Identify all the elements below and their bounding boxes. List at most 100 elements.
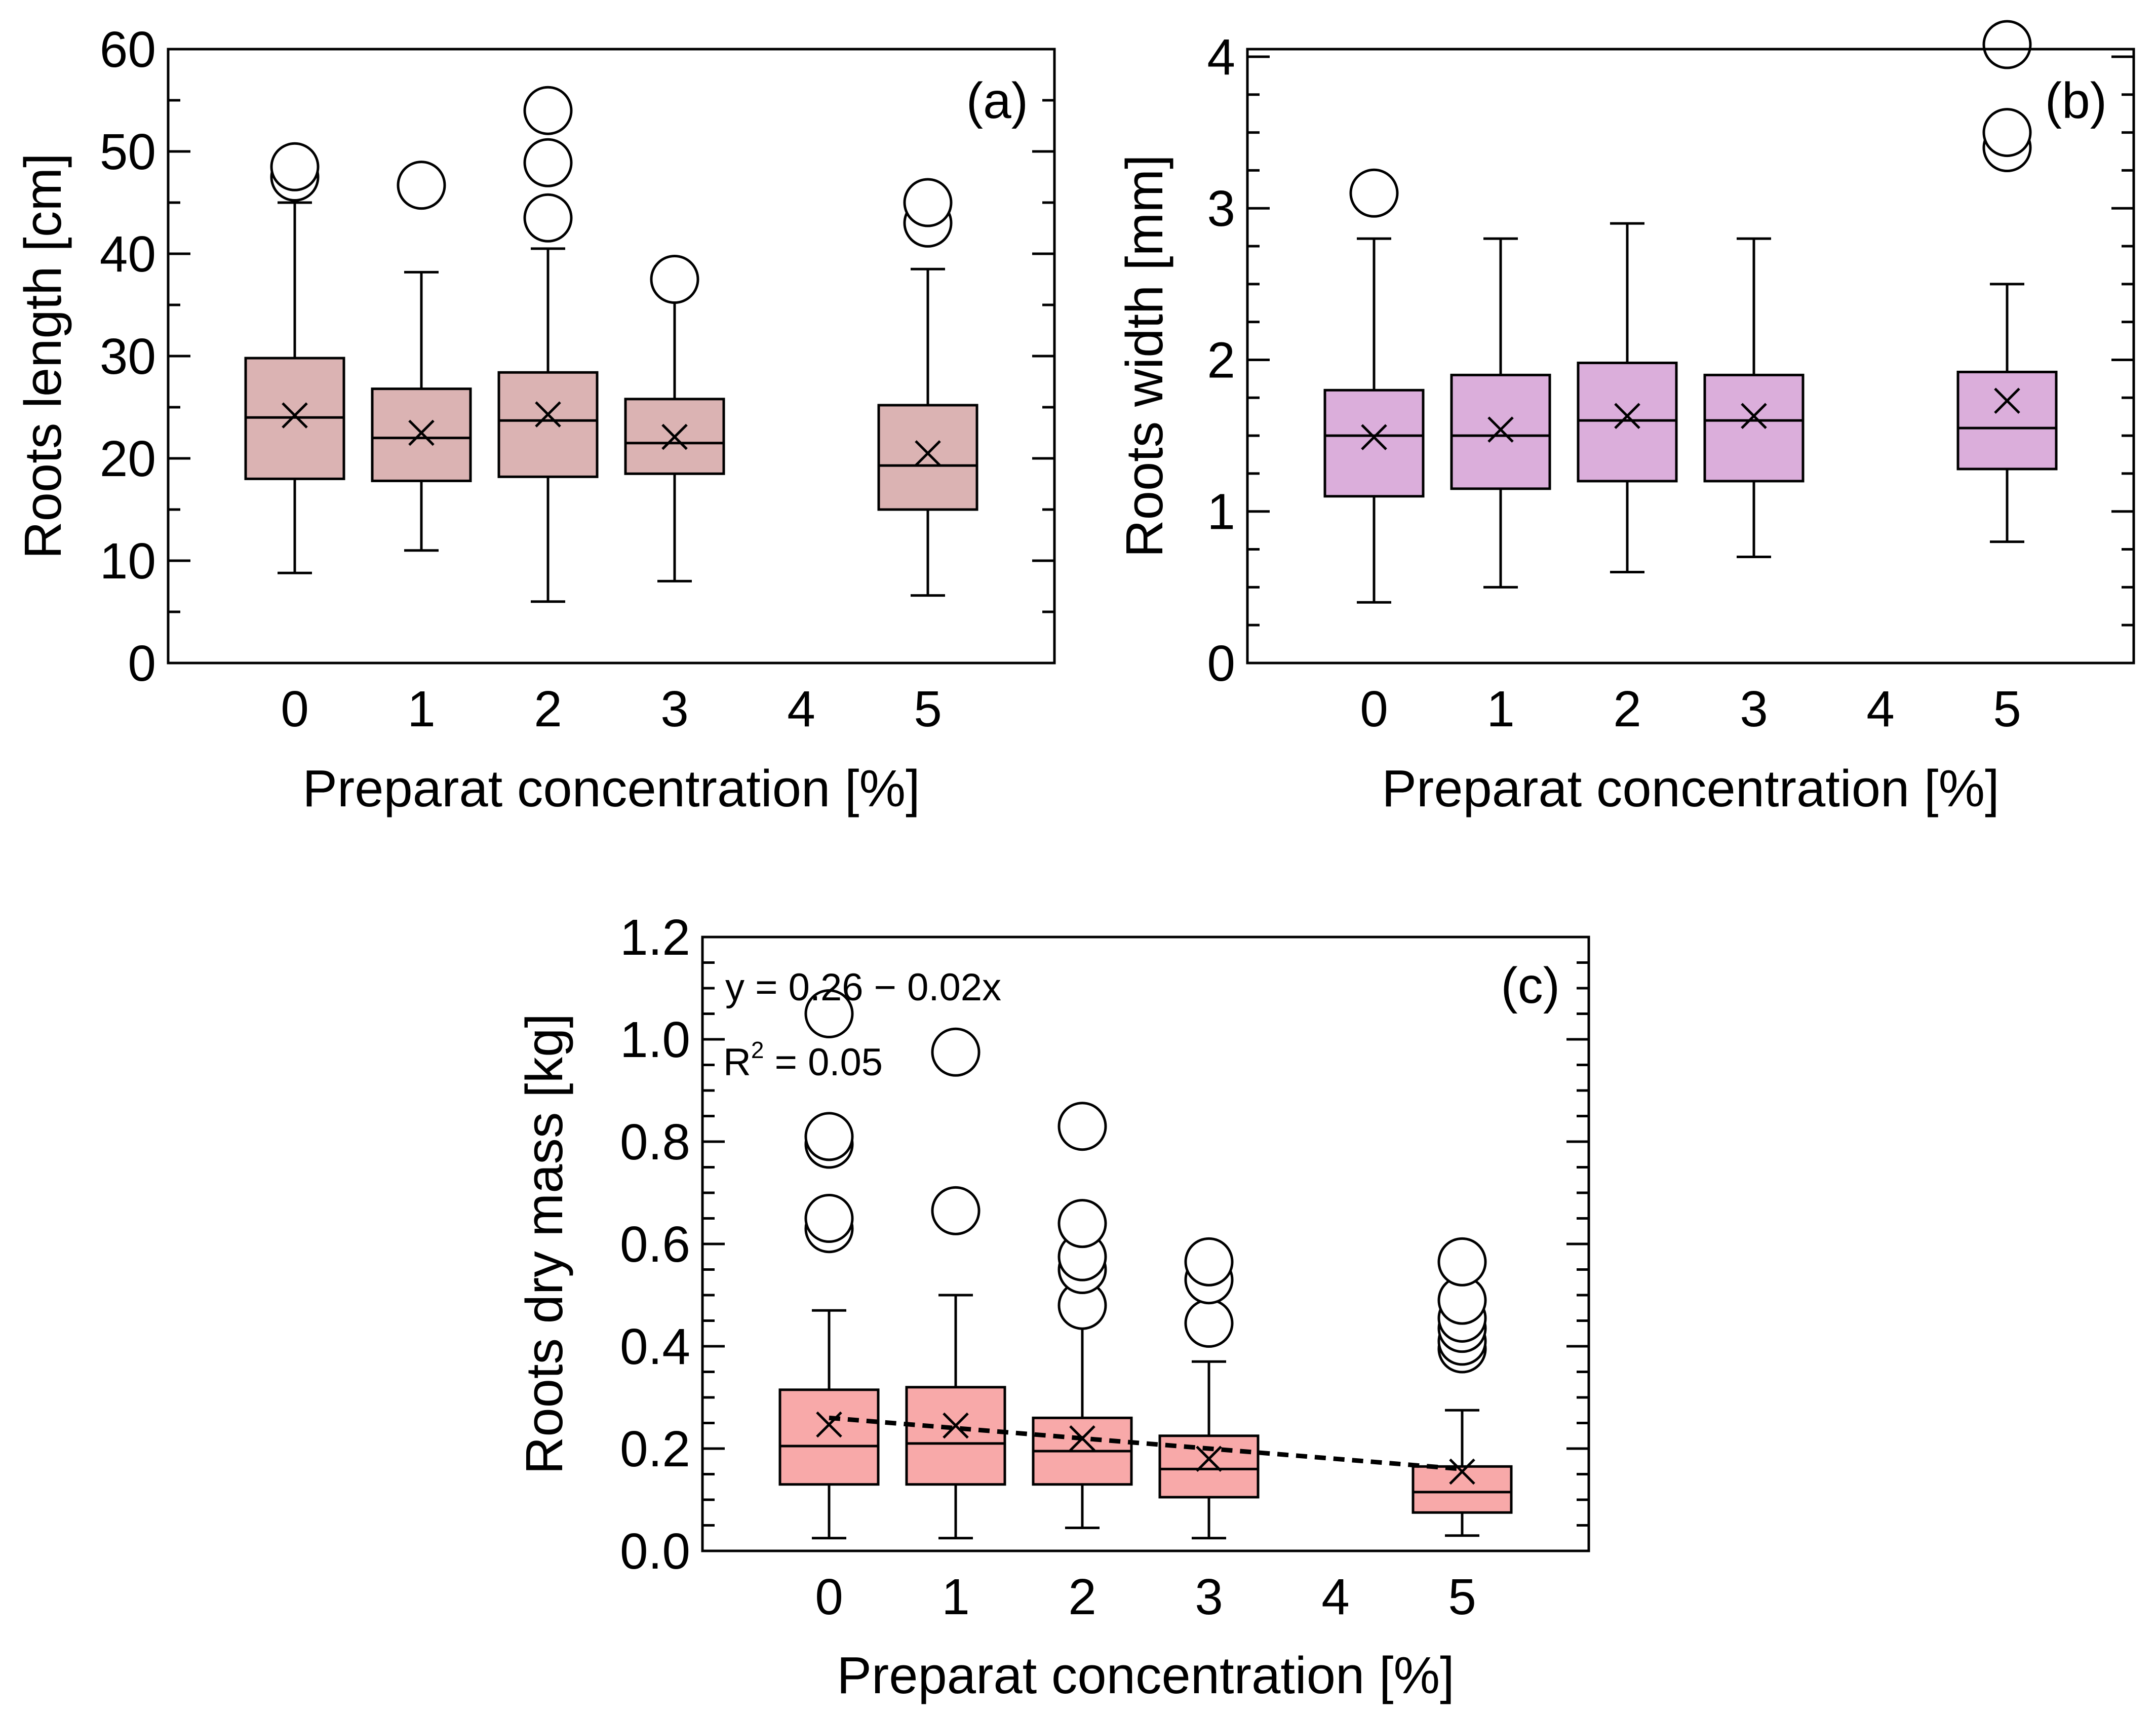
mean-marker-stroke-2	[661, 423, 688, 450]
outlier-point	[523, 86, 573, 135]
outlier-point	[1437, 1237, 1487, 1287]
mean-marker-stroke-2	[408, 419, 435, 446]
iqr-box	[1412, 1465, 1513, 1514]
outlier-point	[650, 255, 699, 304]
mean-marker-stroke-2	[943, 1412, 969, 1439]
box-group-x5	[1412, 1237, 1513, 1537]
box-group-x3	[1158, 1237, 1260, 1540]
panel-c-y-axis-title: Roots dry mass [kg]	[515, 1014, 573, 1474]
panel-c-ticks	[702, 936, 1589, 1552]
x-tick-label: 2	[1613, 681, 1641, 737]
x-tick-label: 0	[1360, 681, 1388, 737]
panel-b-plot-frame	[1246, 48, 2135, 665]
outlier-point	[1349, 168, 1399, 218]
y-tick-label: 50	[100, 124, 156, 180]
x-tick-label: 0	[281, 681, 309, 737]
panel-c-r-squared-exponent: 2	[751, 1037, 764, 1063]
outlier-point	[1057, 1199, 1107, 1249]
mean-marker-stroke-2	[1196, 1446, 1222, 1472]
mean-marker-stroke-2	[282, 402, 308, 428]
outlier-point	[523, 138, 573, 187]
outlier-point	[1982, 20, 2032, 69]
y-tick-label: 0.0	[620, 1523, 690, 1580]
box-group-x0	[244, 142, 345, 574]
y-tick-label: 1	[1207, 484, 1235, 540]
iqr-box	[371, 387, 472, 482]
panel-c-regression-equation: y = 0.26 − 0.02x	[725, 966, 1001, 1009]
x-tick-label: 5	[1448, 1569, 1476, 1625]
panel-b-label: (b)	[2045, 72, 2107, 129]
iqr-box	[1577, 361, 1678, 483]
box-group-x2	[1032, 1102, 1133, 1530]
outlier-point	[397, 161, 446, 210]
iqr-box	[1450, 373, 1551, 490]
y-tick-label: 1.0	[620, 1011, 690, 1068]
x-tick-label: 3	[1740, 681, 1768, 737]
outlier-point	[1057, 1102, 1107, 1151]
box-group-x0	[778, 989, 880, 1540]
y-tick-label: 0	[1207, 635, 1235, 692]
panel-c-r-squared: R2 = 0.05	[723, 1037, 883, 1084]
iqr-box	[905, 1386, 1006, 1486]
x-tick-label: 1	[1486, 681, 1515, 737]
panel-a-x-axis-title: Preparat concentration [%]	[302, 759, 920, 817]
y-tick-label: 2	[1207, 332, 1235, 388]
box-group-x3	[1703, 237, 1805, 559]
x-tick-label: 3	[1195, 1569, 1223, 1625]
y-tick-label: 40	[100, 226, 156, 283]
trend-line	[829, 1415, 1463, 1471]
y-tick-label: 4	[1207, 29, 1235, 86]
panel-c-r-squared-value: = 0.05	[764, 1041, 883, 1084]
outlier-point	[1184, 1237, 1234, 1287]
outlier-point	[931, 1027, 981, 1077]
y-tick-label: 0.2	[620, 1421, 690, 1477]
x-tick-label: 1	[407, 681, 436, 737]
panel-a-root-length: 0 10 20 30 40 50 60 0 1 2 3 4 5 Preparat concentrat…	[14, 21, 1056, 817]
x-tick-label: 1	[942, 1569, 970, 1625]
y-tick-label: 0.4	[620, 1318, 690, 1375]
outlier-point	[804, 1194, 854, 1243]
x-tick-label: 3	[660, 681, 689, 737]
mean-marker-stroke-2	[1449, 1458, 1475, 1485]
box-group-x3	[624, 255, 725, 582]
panel-b-x-tick-labels: 0 1 2 3 4 5	[1360, 681, 2021, 737]
panel-a-y-axis-title: Roots length [cm]	[14, 153, 72, 559]
iqr-box	[1323, 388, 1425, 498]
panel-c-y-tick-labels: 0.0 0.2 0.4 0.6 0.8 1.0 1.2	[620, 909, 690, 1580]
panel-a-marks	[244, 86, 978, 603]
outlier-point	[804, 989, 854, 1038]
mean-marker-stroke-2	[1994, 387, 2020, 414]
x-tick-label: 4	[787, 681, 815, 737]
outlier-point	[1184, 1299, 1234, 1348]
outlier-point	[804, 1112, 854, 1161]
box-group-x1	[371, 161, 472, 552]
box-group-x1	[1450, 237, 1551, 589]
box-group-x5	[877, 178, 978, 597]
panel-a-x-tick-labels: 0 1 2 3 4 5	[281, 681, 942, 737]
outlier-point	[1982, 108, 2032, 158]
panel-b-ticks	[1247, 55, 2134, 665]
mean-marker-stroke-2	[1614, 403, 1640, 429]
box-group-x0	[1323, 168, 1425, 604]
box-group-x2	[497, 86, 599, 603]
panel-c-x-axis-title: Preparat concentration [%]	[837, 1646, 1455, 1704]
y-tick-label: 3	[1207, 180, 1235, 237]
mean-marker-stroke-2	[1487, 416, 1514, 443]
iqr-box	[1703, 373, 1805, 483]
x-tick-label: 5	[914, 681, 942, 737]
panel-b-x-axis-title: Preparat concentration [%]	[1382, 759, 2000, 817]
y-tick-label: 10	[100, 533, 156, 590]
x-tick-label: 2	[534, 681, 562, 737]
outlier-point	[931, 1186, 981, 1235]
iqr-box	[497, 371, 599, 478]
panel-b-y-tick-labels: 0 1 2 3 4	[1207, 29, 1235, 692]
panel-a-plot-frame	[167, 48, 1056, 665]
panel-a-ticks	[168, 48, 1054, 665]
panel-c-root-dry-mass: 0.0 0.2 0.4 0.6 0.8 1.0 1.2 0 1 2 3 4 5 Preparat co…	[515, 909, 1590, 1704]
iqr-box	[778, 1388, 880, 1486]
y-tick-label: 1.2	[620, 909, 690, 966]
box-group-x1	[905, 1027, 1006, 1540]
x-tick-label: 2	[1068, 1569, 1096, 1625]
panel-b-marks	[1323, 20, 2058, 604]
